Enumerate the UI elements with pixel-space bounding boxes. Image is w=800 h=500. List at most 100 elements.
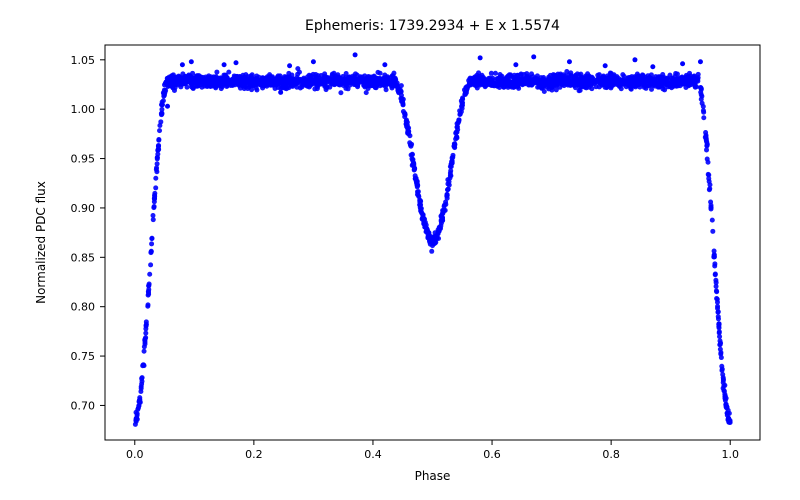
outlier-point [513, 62, 518, 67]
data-point [718, 342, 723, 347]
data-point [146, 287, 151, 292]
outlier-point [278, 90, 283, 95]
data-point [701, 104, 706, 109]
data-point [172, 88, 177, 93]
data-point [146, 302, 151, 307]
data-point [464, 90, 469, 95]
data-point [156, 137, 161, 142]
data-point [393, 79, 398, 84]
data-point [378, 78, 383, 83]
data-point [714, 284, 719, 289]
data-point [335, 75, 340, 80]
data-point [416, 189, 421, 194]
data-point [154, 167, 159, 172]
data-point [168, 79, 173, 84]
data-point [490, 78, 495, 83]
data-point [721, 375, 726, 380]
data-point [403, 112, 408, 117]
data-point [454, 134, 459, 139]
data-point [151, 205, 156, 210]
data-point [139, 386, 144, 391]
data-point [452, 142, 457, 147]
data-point [144, 322, 149, 327]
data-point [541, 85, 546, 90]
data-point [360, 75, 365, 80]
data-point [693, 84, 698, 89]
data-point [638, 77, 643, 82]
data-point [538, 78, 543, 83]
data-point [163, 81, 168, 86]
data-point [500, 79, 505, 84]
phase-fold-chart: Ephemeris: 1739.2934 + E x 1.55740.00.20… [0, 0, 800, 500]
data-point [550, 80, 555, 85]
data-point [324, 85, 329, 90]
data-point [405, 120, 410, 125]
data-point [155, 152, 160, 157]
outlier-point [287, 63, 292, 68]
data-point [584, 80, 589, 85]
data-point [260, 86, 265, 91]
data-point [407, 140, 412, 145]
data-point [604, 81, 609, 86]
data-point [501, 85, 506, 90]
data-point [716, 316, 721, 321]
data-point [574, 76, 579, 81]
outlier-point [189, 59, 194, 64]
data-point [185, 85, 190, 90]
data-point [410, 152, 415, 157]
outlier-point [180, 62, 185, 67]
data-point [415, 184, 420, 189]
data-point [284, 86, 289, 91]
data-point [270, 78, 275, 83]
data-point [701, 115, 706, 120]
data-point [707, 179, 712, 184]
data-point [725, 411, 730, 416]
data-point [571, 80, 576, 85]
y-tick-label: 0.80 [71, 301, 96, 314]
data-point [675, 72, 680, 77]
data-point [699, 97, 704, 102]
data-point [153, 185, 158, 190]
chart-container: Ephemeris: 1739.2934 + E x 1.55740.00.20… [0, 0, 800, 500]
data-point [686, 75, 691, 80]
outlier-point [650, 64, 655, 69]
data-point [450, 159, 455, 164]
data-point [630, 83, 635, 88]
data-point [413, 173, 418, 178]
data-point [715, 306, 720, 311]
x-tick-label: 1.0 [721, 448, 739, 461]
data-point [180, 71, 185, 76]
data-point [250, 72, 255, 77]
data-point [199, 85, 204, 90]
data-point [709, 206, 714, 211]
data-point [476, 77, 481, 82]
data-point [410, 158, 415, 163]
data-point [711, 254, 716, 259]
data-point [178, 84, 183, 89]
data-point [153, 176, 158, 181]
data-point [726, 416, 731, 421]
data-point [592, 81, 597, 86]
data-point [445, 196, 450, 201]
x-tick-label: 0.6 [483, 448, 501, 461]
data-point [238, 78, 243, 83]
outlier-point [531, 54, 536, 59]
x-axis-label: Phase [415, 469, 451, 483]
outlier-point [165, 104, 170, 109]
data-point [353, 82, 358, 87]
data-point [435, 231, 440, 236]
data-point [549, 88, 554, 93]
data-point [620, 72, 625, 77]
data-point [141, 362, 146, 367]
data-point [516, 83, 521, 88]
data-point [704, 138, 709, 143]
data-point [320, 77, 325, 82]
data-point [605, 76, 610, 81]
data-point [443, 202, 448, 207]
data-point [368, 77, 373, 82]
data-point [137, 399, 142, 404]
data-point [721, 386, 726, 391]
data-point [578, 88, 583, 93]
data-point [441, 209, 446, 214]
data-point [134, 410, 139, 415]
